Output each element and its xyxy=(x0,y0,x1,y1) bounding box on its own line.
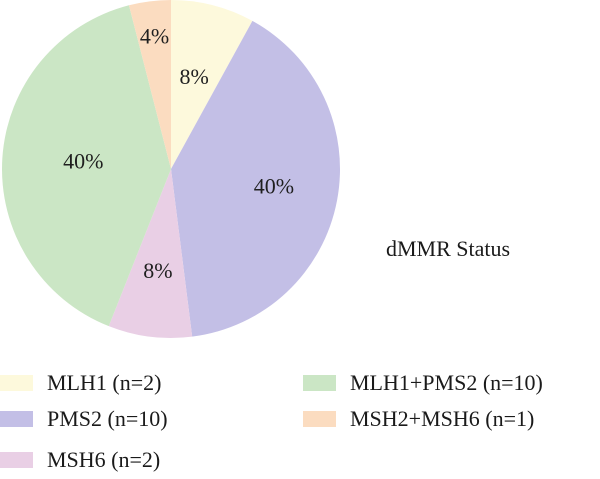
pie-slice-pms2 xyxy=(171,20,340,337)
pie-slices xyxy=(1,0,340,338)
legend-swatch-msh6 xyxy=(0,452,33,468)
pie-chart: 8% 40% 8% 40% 4% xyxy=(1,0,340,338)
legend-swatch-mlh1-pms2 xyxy=(303,375,336,391)
legend-label-pms2: PMS2 (n=10) xyxy=(47,406,168,431)
legend-item-mlh1-pms2: MLH1+PMS2 (n=10) xyxy=(303,370,543,396)
legend-item-pms2: PMS2 (n=10) xyxy=(0,406,168,432)
legend: MLH1 (n=2) PMS2 (n=10) MSH6 (n=2) MLH1+P… xyxy=(0,360,600,479)
pie-slice-mlh1 xyxy=(171,0,253,169)
legend-label-mlh1-pms2: MLH1+PMS2 (n=10) xyxy=(350,370,543,395)
legend-swatch-mlh1 xyxy=(0,375,33,391)
pie-slice-mlh1-pms2 xyxy=(1,5,171,327)
slice-label-msh2-msh6: 4% xyxy=(140,23,169,48)
chart-title: dMMR Status xyxy=(386,236,511,261)
legend-label-mlh1: MLH1 (n=2) xyxy=(47,370,162,395)
legend-label-msh2-msh6: MSH2+MSH6 (n=1) xyxy=(350,406,535,431)
legend-item-msh2-msh6: MSH2+MSH6 (n=1) xyxy=(303,406,534,432)
pie-slice-msh2-msh6 xyxy=(128,0,171,169)
legend-swatch-pms2 xyxy=(0,411,33,427)
pie-percent-labels: 8% 40% 8% 40% 4% xyxy=(63,23,294,283)
legend-item-msh6: MSH6 (n=2) xyxy=(0,447,160,473)
pie-slice-msh6 xyxy=(108,169,193,338)
legend-swatch-msh2-msh6 xyxy=(303,411,336,427)
slice-label-pms2: 40% xyxy=(254,174,294,199)
slice-label-mlh1: 8% xyxy=(179,64,208,89)
slice-label-msh6: 8% xyxy=(143,258,172,283)
legend-label-msh6: MSH6 (n=2) xyxy=(47,447,161,472)
legend-item-mlh1: MLH1 (n=2) xyxy=(0,370,161,396)
slice-label-mlh1-pms2: 40% xyxy=(63,149,103,174)
